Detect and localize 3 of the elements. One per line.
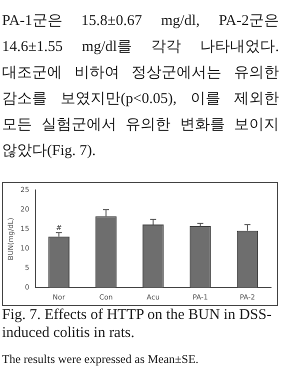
text: The results were expressed as Mean±SE.: [2, 351, 200, 367]
caption: Fig. 7. Effects of HTTP on the BUN in DSS-induced colitis in rats.: [2, 306, 273, 342]
text: PA-1군은 15.8±0.67 mg/dl, PA-2군은 14.6±1.55 mg/dl를 각각 나타내었다. 대조군에 비하여 정상군에서는 유의한 감소를 보였지만(p<0.05), 이를 제외한 모든 실험군에서 유의한 변화를 보이지 않았다(Fig. 7).: [2, 12, 279, 161]
